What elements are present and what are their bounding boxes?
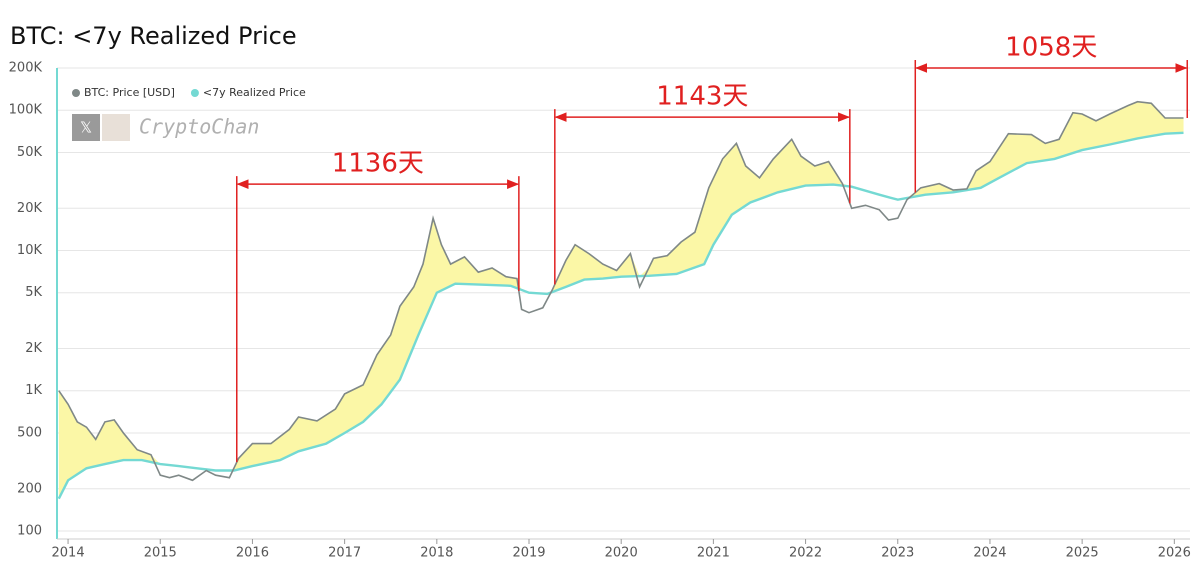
y-tick-label: 100K (9, 103, 43, 118)
watermark-x: 𝕏 (80, 119, 92, 137)
y-tick-label: 2K (25, 341, 42, 356)
watermark-group: 𝕏 CryptoChan (72, 114, 259, 141)
x-tick-label: 2022 (789, 546, 822, 561)
x-tick-label: 2015 (144, 546, 177, 561)
chart-title: BTC: <7y Realized Price (10, 22, 297, 50)
x-tick-label: 2026 (1158, 546, 1191, 561)
x-tick-label: 2014 (52, 546, 85, 561)
y-tick-label: 500 (17, 425, 42, 440)
x-tick-label: 2018 (420, 546, 453, 561)
y-tick-label: 200K (9, 61, 43, 76)
series-line (58, 100, 1184, 482)
series-line (57, 131, 1184, 500)
x-tick-label: 2024 (973, 546, 1006, 561)
x-tick-label: 2025 (1066, 546, 1099, 561)
legend-label: BTC: Price [USD] (84, 86, 175, 99)
y-tick-label: 50K (17, 145, 43, 160)
legend-marker (72, 89, 80, 97)
watermark-avatar (102, 114, 130, 141)
x-tick-label: 2017 (328, 546, 361, 561)
x-tick-label: 2023 (881, 546, 914, 561)
x-tick-label: 2016 (236, 546, 269, 561)
y-tick-label: 20K (17, 201, 43, 216)
y-tick-label: 10K (17, 243, 43, 258)
annotation-label: 1143天 (656, 82, 748, 112)
watermark-text: CryptoChan (139, 115, 259, 139)
fill-area (58, 101, 1184, 499)
annotation-label: 1136天 (332, 149, 424, 179)
x-tick-label: 2019 (512, 546, 545, 561)
watermark-icon (72, 114, 100, 141)
y-tick-label: 100 (17, 524, 42, 539)
legend-marker (190, 89, 199, 97)
y-tick-label: 1K (25, 383, 42, 398)
y-tick-label: 5K (25, 285, 42, 300)
x-tick-label: 2021 (697, 546, 730, 561)
annotation-label: 1058天 (1005, 33, 1097, 63)
legend-label: <7y Realized Price (203, 86, 306, 99)
y-tick-label: 200 (17, 481, 42, 496)
x-tick-label: 2020 (605, 546, 638, 561)
